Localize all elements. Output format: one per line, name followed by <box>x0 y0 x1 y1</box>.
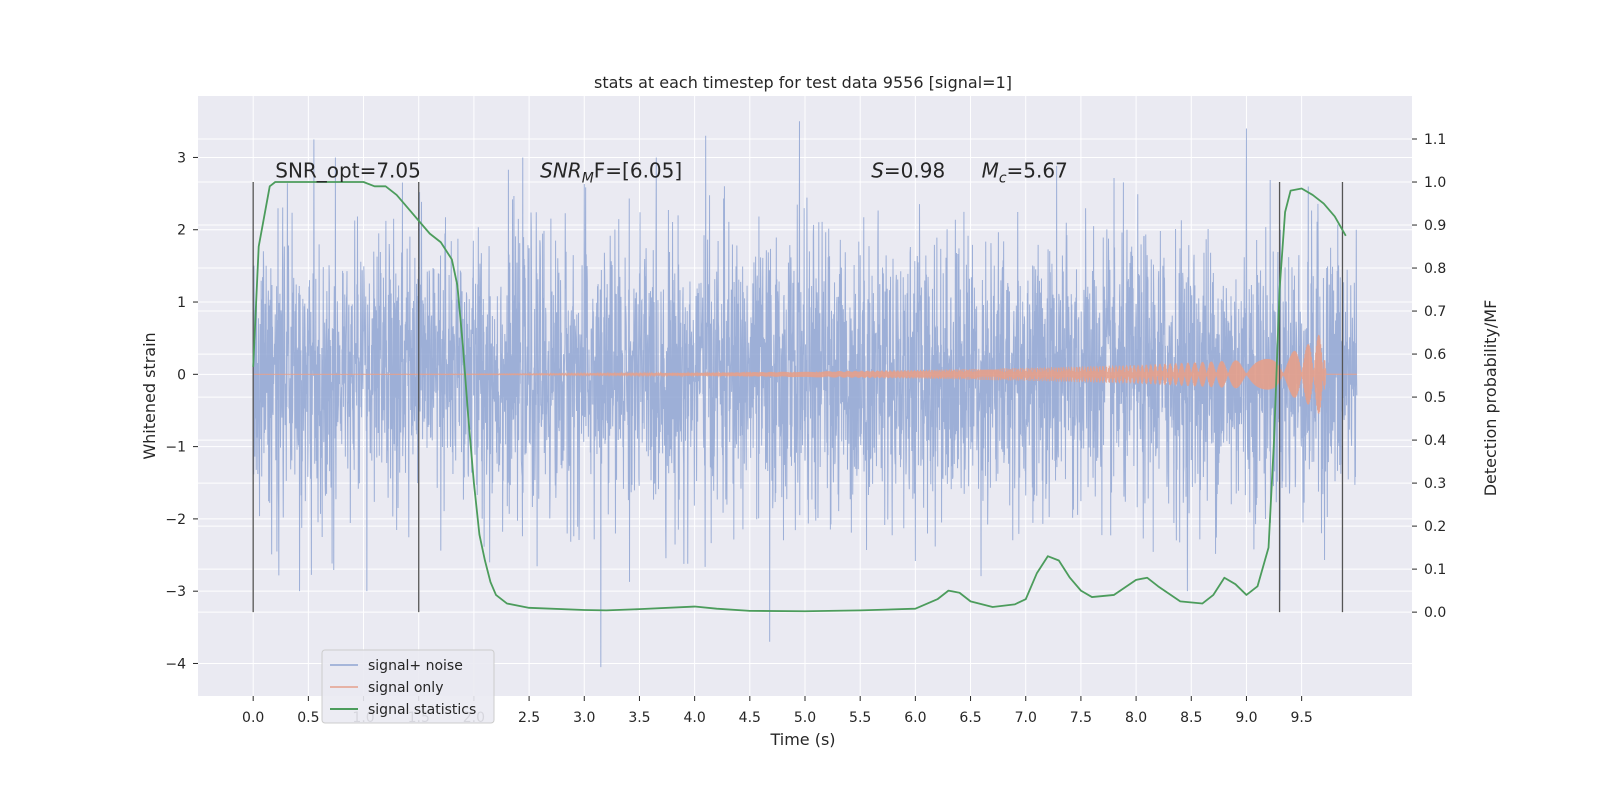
y-axis-ticks: −4 −3 −2 −1 0 1 2 3 <box>165 150 198 672</box>
annotation-snr-mf-sub: M <box>582 171 594 187</box>
legend: signal+ noise signal only signal statistic… <box>321 649 495 724</box>
annotation-s-stat-after: =0.98 <box>884 159 945 183</box>
y2-tick-label-4: 0.4 <box>1424 433 1446 449</box>
annotations: SNR_opt=7.05 SNRMF=[6.05] S=0.98 Mc=5.67 <box>275 159 1068 187</box>
x-axis-label: Time (s) <box>769 730 835 749</box>
y-tick-label-3: −1 <box>165 440 186 456</box>
annotation-snr-mf: SNRMF=[6.05] <box>540 159 682 187</box>
x-tick-label-16: 8.0 <box>1125 710 1147 726</box>
signal-noise-line <box>252 121 1358 668</box>
chart-title: stats at each timestep for test data 955… <box>594 73 1012 92</box>
vertical-markers <box>252 182 1344 613</box>
annotation-snr-opt: SNR_opt=7.05 <box>275 159 421 183</box>
x-tick-label-6: 3.0 <box>573 710 595 726</box>
y-tick-label-7: 3 <box>177 150 186 166</box>
x-tick-label-9: 4.5 <box>739 710 761 726</box>
y2-tick-label-10: 1.0 <box>1424 175 1446 191</box>
legend-entry-0: signal+ noise <box>368 658 463 674</box>
x-tick-label-7: 3.5 <box>628 710 650 726</box>
y-tick-label-6: 2 <box>177 223 186 239</box>
signal-statistics-line <box>252 181 1347 613</box>
legend-entry-2: signal statistics <box>368 702 476 718</box>
y2-tick-label-2: 0.2 <box>1424 519 1446 535</box>
signal-only-line <box>253 334 1357 414</box>
y2-axis-ticks: 0.0 0.1 0.2 0.3 0.4 0.5 0.6 0.7 0.8 0.9 1.0 1.1 <box>1412 132 1446 621</box>
annotation-s-stat-main: S <box>871 159 884 183</box>
series-signal-only <box>253 334 1357 414</box>
x-tick-label-17: 8.5 <box>1180 710 1202 726</box>
x-tick-label-18: 9.0 <box>1235 710 1257 726</box>
annotation-mc-after: =5.67 <box>1007 159 1068 183</box>
y-tick-label-5: 1 <box>177 295 186 311</box>
x-tick-label-0: 0.0 <box>242 710 264 726</box>
y-tick-label-1: −3 <box>165 584 186 600</box>
y2-tick-label-1: 0.1 <box>1424 562 1446 578</box>
series-signal-statistics <box>252 181 1347 613</box>
y2-axis-label: Detection probability/MF <box>1481 300 1500 497</box>
y2-tick-label-6: 0.6 <box>1424 347 1446 363</box>
y2-tick-label-7: 0.7 <box>1424 304 1446 320</box>
y-tick-label-4: 0 <box>177 367 186 383</box>
x-tick-label-1: 0.5 <box>297 710 319 726</box>
legend-entry-1: signal only <box>368 680 443 696</box>
annotation-mc-sub: c <box>999 171 1007 187</box>
x-tick-label-10: 5.0 <box>794 710 816 726</box>
x-tick-label-19: 9.5 <box>1291 710 1313 726</box>
annotation-s-stat: S=0.98 <box>871 159 945 183</box>
annotation-snr-opt-main: SNR_opt=7.05 <box>275 159 421 183</box>
y-axis-label: Whitened strain <box>140 332 159 459</box>
y2-tick-label-9: 0.9 <box>1424 218 1446 234</box>
legend-box <box>321 649 495 724</box>
y-tick-label-0: −4 <box>165 656 186 672</box>
x-tick-label-8: 4.0 <box>684 710 706 726</box>
series-signal-noise <box>252 121 1358 668</box>
y-tick-label-2: −2 <box>165 512 186 528</box>
x-tick-label-15: 7.5 <box>1070 710 1092 726</box>
x-tick-label-14: 7.0 <box>1015 710 1037 726</box>
annotation-mc-main: M <box>982 159 999 183</box>
x-tick-label-11: 5.5 <box>849 710 871 726</box>
x-tick-label-12: 6.0 <box>904 710 926 726</box>
y2-tick-label-5: 0.5 <box>1424 390 1446 406</box>
y2-tick-label-11: 1.1 <box>1424 132 1446 148</box>
annotation-snr-mf-main: SNR <box>540 159 582 183</box>
y2-tick-label-3: 0.3 <box>1424 476 1446 492</box>
x-tick-label-13: 6.5 <box>959 710 981 726</box>
y2-tick-label-0: 0.0 <box>1424 605 1446 621</box>
annotation-mc: Mc=5.67 <box>982 159 1068 187</box>
x-tick-label-5: 2.5 <box>518 710 540 726</box>
annotation-snr-mf-after: F=[6.05] <box>594 159 682 183</box>
y2-tick-label-8: 0.8 <box>1424 261 1446 277</box>
